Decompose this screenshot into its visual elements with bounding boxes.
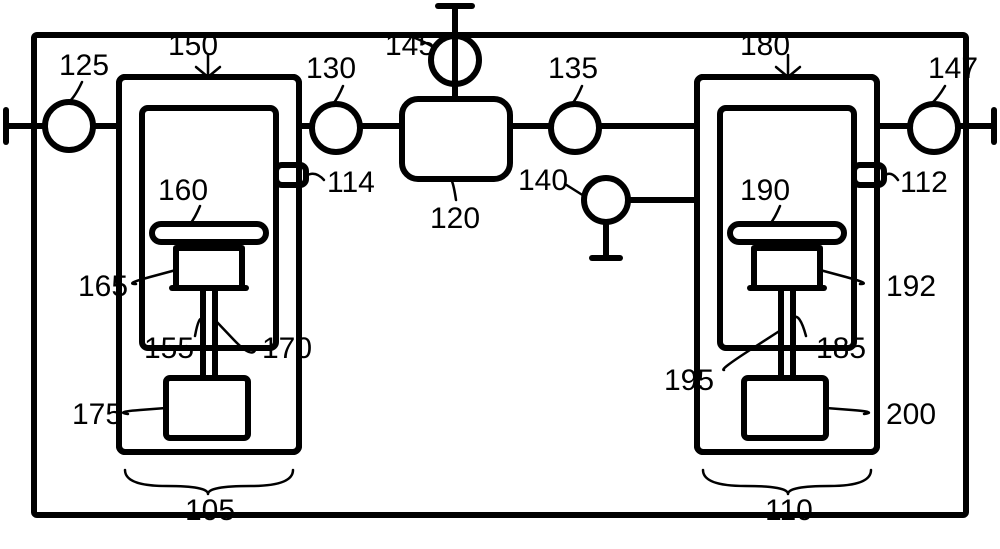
patent-diagram: 105 110 112 114 120 125 130 135 140 145 147 150 155 1… [0,0,1000,549]
central-block [402,99,510,179]
valve-135 [551,104,599,152]
valve-125 [45,102,93,150]
label-190: 190 [740,174,790,207]
label-160: 160 [158,174,208,207]
label-180: 180 [740,29,790,62]
label-140: 140 [518,164,568,197]
right-brace [703,470,871,494]
label-135: 135 [548,52,598,85]
leader-125 [69,82,82,102]
label-200: 200 [886,398,936,431]
label-170: 170 [262,332,312,365]
label-112: 112 [900,166,948,199]
valve-147 [910,104,958,152]
label-120: 120 [430,202,480,235]
label-175: 175 [72,398,122,431]
label-165: 165 [78,270,128,303]
label-147: 147 [928,52,978,85]
left-brace [125,470,293,494]
label-110: 110 [765,494,813,527]
label-195: 195 [664,364,714,397]
label-114: 114 [327,166,375,199]
label-185: 185 [816,332,866,365]
valve-140 [584,178,628,222]
label-155: 155 [144,332,194,365]
label-125: 125 [59,49,109,82]
label-105: 105 [185,494,235,527]
valve-130 [312,104,360,152]
label-150: 150 [168,29,218,62]
label-130: 130 [306,52,356,85]
label-192: 192 [886,270,936,303]
label-145: 145 [385,29,435,62]
